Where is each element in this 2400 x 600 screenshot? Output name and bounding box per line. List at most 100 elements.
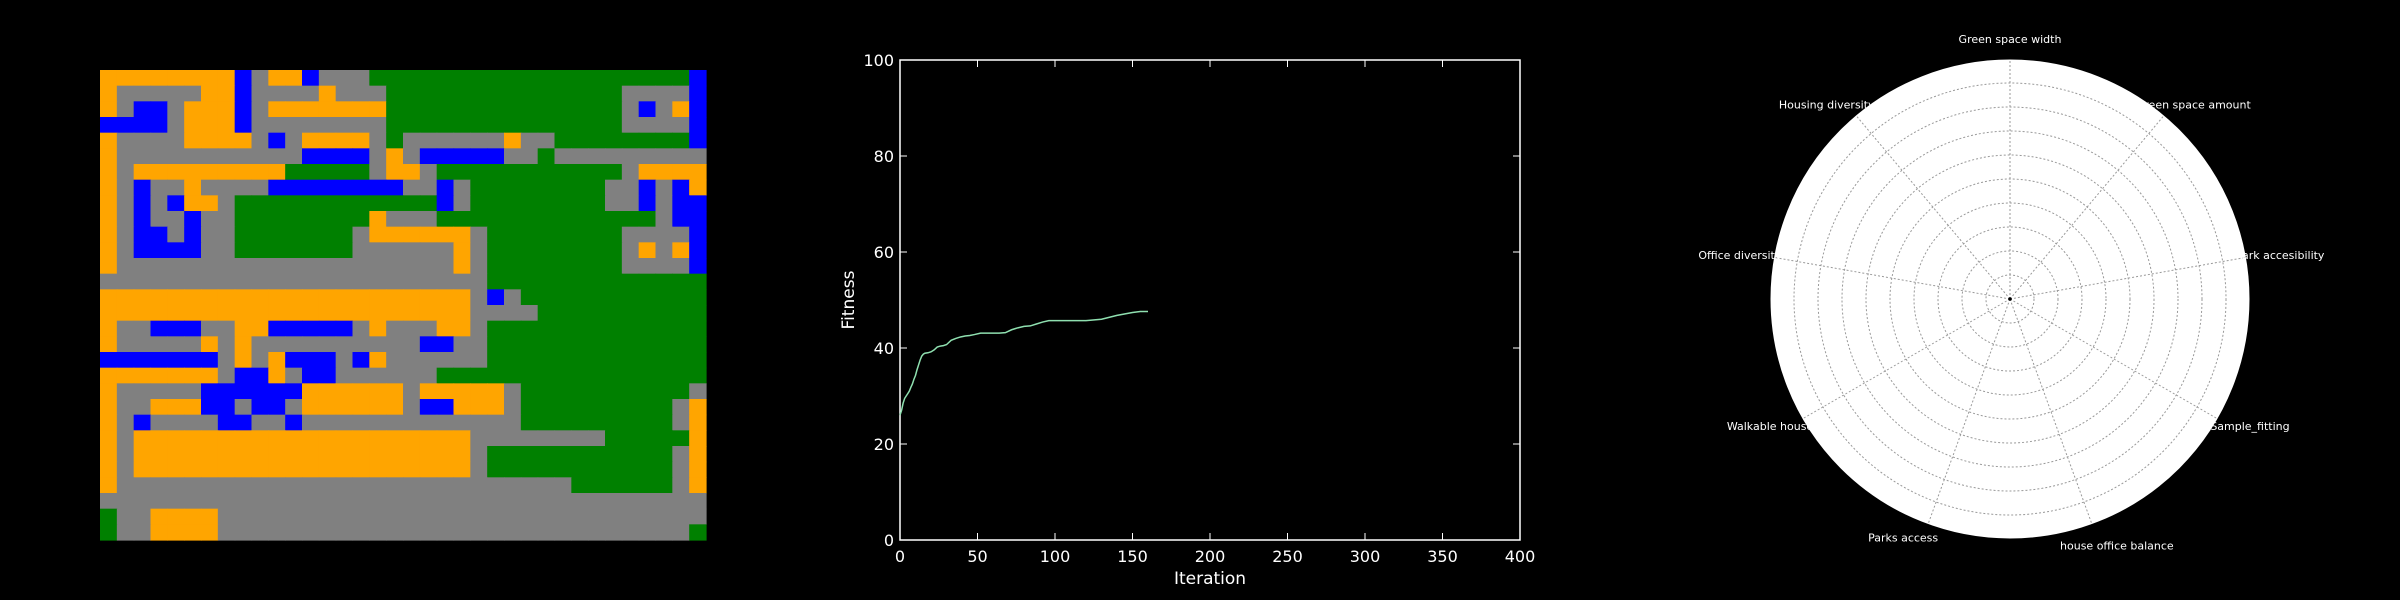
map-cell-office <box>133 226 152 243</box>
map-cell-road <box>470 461 488 478</box>
map-cell-road <box>150 273 168 290</box>
map-cell-road <box>184 85 202 102</box>
map-cell-road <box>369 273 387 290</box>
map-cell-road <box>638 508 657 525</box>
map-cell-housing <box>150 524 168 541</box>
map-cell-park <box>520 273 539 290</box>
map-cell-park <box>571 101 589 118</box>
map-cell-park <box>251 226 269 243</box>
map-cell-housing <box>100 195 118 212</box>
map-cell-park <box>588 258 606 275</box>
map-cell-housing <box>453 305 471 322</box>
map-cell-housing <box>167 446 185 463</box>
map-cell-housing <box>369 383 387 400</box>
map-cell-park <box>621 289 640 306</box>
map-cell-road <box>554 477 572 494</box>
map-cell-road <box>453 508 471 525</box>
map-cell-park <box>638 383 657 400</box>
map-cell-park <box>453 164 471 181</box>
map-cell-road <box>605 195 623 212</box>
map-cell-housing <box>167 524 185 541</box>
map-cell-housing <box>184 524 202 541</box>
map-cell-housing <box>419 305 438 322</box>
map-cell-park <box>436 211 455 228</box>
map-cell-road <box>419 242 438 259</box>
map-cell-road <box>419 258 438 275</box>
map-cell-road <box>133 477 152 494</box>
map-cell-office <box>133 242 152 259</box>
map-cell-road <box>504 305 522 322</box>
map-cell-road <box>116 148 135 165</box>
map-cell-park <box>470 179 488 196</box>
map-cell-park <box>234 211 253 228</box>
map-cell-park <box>672 273 690 290</box>
map-cell-housing <box>335 305 354 322</box>
map-cell-park <box>487 352 505 369</box>
map-cell-housing <box>386 383 404 400</box>
map-cell-housing <box>133 70 152 87</box>
map-cell-park <box>588 132 606 149</box>
map-cell-park <box>386 85 404 102</box>
map-cell-housing <box>386 430 404 447</box>
map-cell-housing <box>167 508 185 525</box>
map-cell-housing <box>268 164 286 181</box>
axis-ticks: 0 50 100 150 200 250 300 350 400 0 20 40 60 80 100 <box>863 51 1535 566</box>
map-cell-office <box>352 179 370 196</box>
map-cell-road <box>419 524 438 541</box>
map-cell-housing <box>201 336 219 353</box>
map-cell-park <box>352 195 370 212</box>
map-cell-park <box>487 101 505 118</box>
map-cell-road <box>201 211 219 228</box>
map-cell-park <box>571 352 589 369</box>
map-cell-road <box>470 242 488 259</box>
map-cell-road <box>571 493 589 510</box>
map-cell-housing <box>201 508 219 525</box>
map-cell-housing <box>487 399 505 416</box>
map-cell-road <box>217 179 236 196</box>
map-cell-park <box>436 117 455 134</box>
map-cell-park <box>487 70 505 87</box>
map-cell-park <box>588 273 606 290</box>
map-cell-road <box>487 414 505 431</box>
map-cell-road <box>419 179 438 196</box>
map-cell-road <box>302 258 320 275</box>
map-cell-housing <box>100 414 118 431</box>
map-cell-housing <box>386 164 404 181</box>
map-cell-park <box>655 414 673 431</box>
map-cell-park <box>487 242 505 259</box>
map-cell-housing <box>285 461 303 478</box>
map-cell-housing <box>100 164 118 181</box>
map-cell-park <box>403 70 421 87</box>
y-axis-label: Fitness <box>839 270 859 329</box>
map-cell-housing <box>217 101 236 118</box>
map-cell-road <box>268 148 286 165</box>
map-cell-housing <box>689 446 707 463</box>
map-cell-road <box>100 273 118 290</box>
city-grid-map <box>100 70 707 541</box>
map-cell-road <box>386 258 404 275</box>
map-cell-road <box>217 508 236 525</box>
map-cell-park <box>554 289 572 306</box>
map-cell-road <box>436 493 455 510</box>
map-cell-park <box>571 211 589 228</box>
map-cell-road <box>403 399 421 416</box>
map-cell-road <box>234 477 253 494</box>
map-cell-road <box>150 148 168 165</box>
map-cell-park <box>487 336 505 353</box>
map-cell-road <box>217 258 236 275</box>
map-cell-road <box>369 164 387 181</box>
map-cell-park <box>605 477 623 494</box>
map-cell-office <box>268 399 286 416</box>
map-cell-road <box>453 524 471 541</box>
map-cell-park <box>504 164 522 181</box>
map-cell-road <box>419 508 438 525</box>
map-cell-housing <box>133 289 152 306</box>
map-cell-park <box>554 179 572 196</box>
map-cell-park <box>655 430 673 447</box>
map-cell-road <box>352 226 370 243</box>
map-cell-housing <box>234 320 253 337</box>
map-cell-park <box>537 179 556 196</box>
map-cell-park <box>504 258 522 275</box>
radar-axis-label: house office balance <box>2060 540 2174 553</box>
map-cell-park <box>504 211 522 228</box>
